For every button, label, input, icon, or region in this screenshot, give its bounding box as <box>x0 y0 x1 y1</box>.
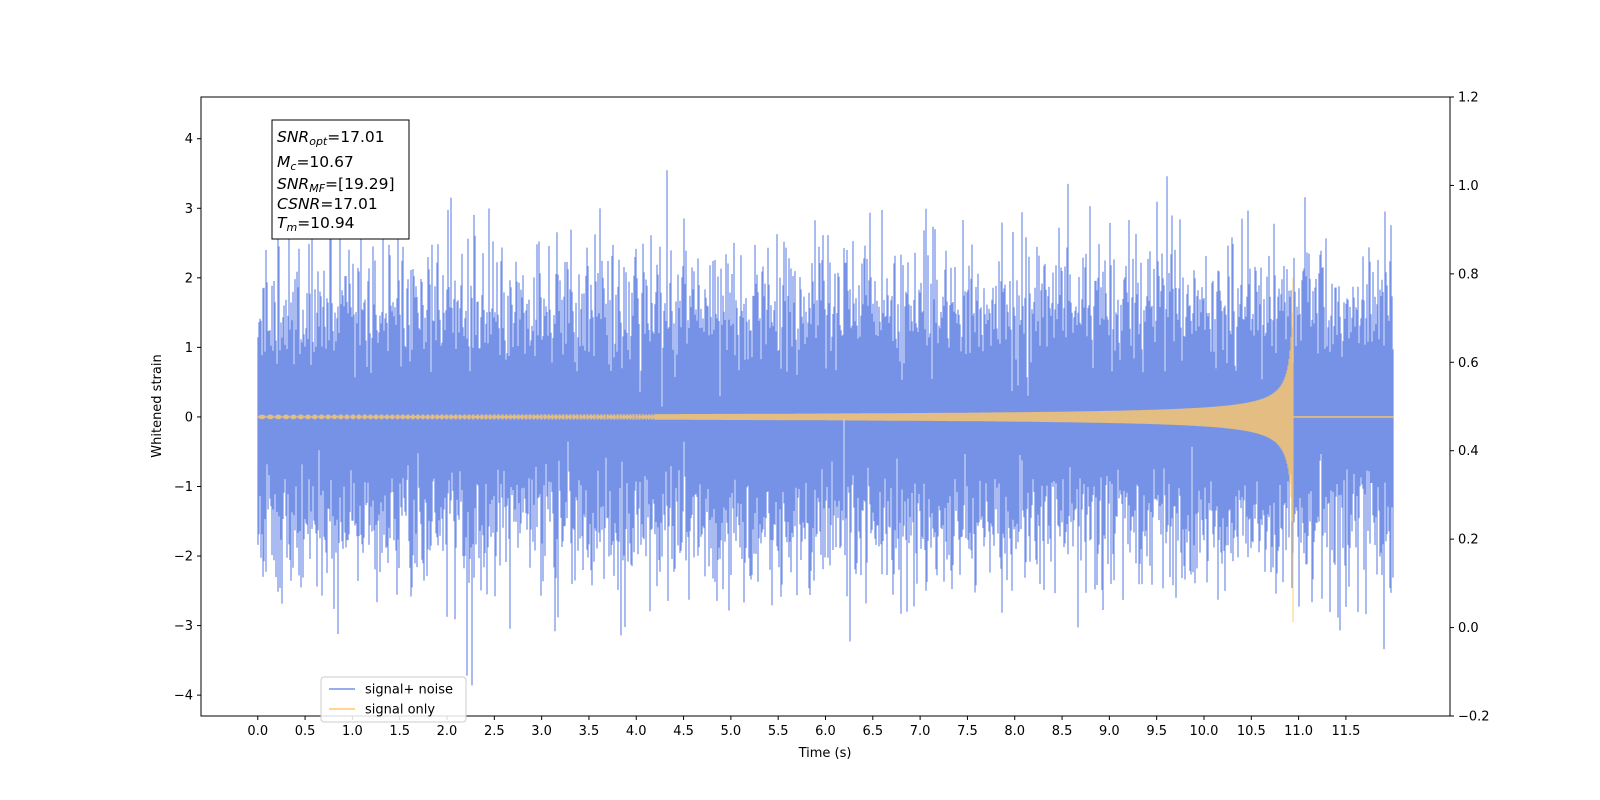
y-tick-label: 1 <box>185 341 193 356</box>
y2-tick-label: 0.6 <box>1458 356 1479 371</box>
y2-tick-label: 0.2 <box>1458 533 1479 548</box>
x-tick-label: 10.0 <box>1190 724 1219 739</box>
x-tick-label: 10.5 <box>1237 724 1266 739</box>
legend-label-signal-noise: signal+ noise <box>365 683 453 698</box>
x-tick-label: 9.5 <box>1146 724 1167 739</box>
x-tick-label: 8.5 <box>1052 724 1073 739</box>
y-tick-label: 0 <box>185 410 193 425</box>
x-tick-label: 7.5 <box>957 724 978 739</box>
info-box: SNRopt=17.01 Mc=10.67 SNRMF=[19.29] CSNR… <box>271 119 410 240</box>
info-mc: Mc=10.67 <box>277 153 354 173</box>
x-tick-label: 7.0 <box>910 724 931 739</box>
x-tick-label: 4.0 <box>626 724 647 739</box>
x-tick-label: 4.5 <box>673 724 694 739</box>
y-tick-label: 4 <box>185 132 193 147</box>
y2-tick-label: 0.8 <box>1458 267 1479 282</box>
info-tm: Tm=10.94 <box>277 214 355 234</box>
info-csnr: CSNR=17.01 <box>277 195 378 213</box>
x-tick-label: 2.5 <box>484 724 505 739</box>
info-box-frame <box>271 119 410 240</box>
legend: signal+ noise signal only <box>320 676 467 723</box>
y2-tick-label: −0.2 <box>1458 710 1490 725</box>
legend-frame <box>320 676 467 723</box>
x-tick-label: 8.0 <box>1004 724 1025 739</box>
x-tick-label: 2.0 <box>437 724 458 739</box>
series-signal-only-line <box>257 277 1394 623</box>
x-tick-label: 11.5 <box>1331 724 1360 739</box>
info-snr-mf: SNRMF=[19.29] <box>277 175 395 195</box>
x-tick-label: 6.0 <box>815 724 836 739</box>
y-tick-label: 2 <box>185 271 193 286</box>
x-tick-label: 0.0 <box>247 724 268 739</box>
x-tick-label: 1.0 <box>342 724 363 739</box>
x-tick-label: 0.5 <box>295 724 316 739</box>
y2-tick-label: 0.4 <box>1458 444 1479 459</box>
y-tick-label: −1 <box>174 480 193 495</box>
x-axis-label: Time (s) <box>798 746 852 761</box>
x-tick-label: 11.0 <box>1284 724 1313 739</box>
plot-area <box>257 170 1394 686</box>
x-tick-label: 6.5 <box>862 724 883 739</box>
axis-ticks: 0.0 0.5 1.0 1.5 2.0 2.5 3.0 3.5 4.0 4.5 5.0 5.5 6.0 6… <box>174 91 1490 740</box>
y2-tick-label: 0.0 <box>1458 621 1479 636</box>
y-tick-label: −4 <box>174 689 193 704</box>
x-tick-label: 5.5 <box>768 724 789 739</box>
x-tick-label: 3.0 <box>531 724 552 739</box>
y-axis-label: Whitened strain <box>150 354 165 457</box>
info-snr-opt: SNRopt=17.01 <box>277 128 385 148</box>
legend-label-signal-only: signal only <box>365 703 435 718</box>
x-tick-label: 9.0 <box>1099 724 1120 739</box>
y-tick-label: 3 <box>185 202 193 217</box>
y-tick-label: −2 <box>174 550 193 565</box>
y2-tick-label: 1.0 <box>1458 179 1479 194</box>
x-tick-label: 5.0 <box>721 724 742 739</box>
y2-tick-label: 1.2 <box>1458 91 1479 106</box>
x-tick-label: 3.5 <box>579 724 600 739</box>
x-tick-label: 1.5 <box>389 724 410 739</box>
y-tick-label: −3 <box>174 619 193 634</box>
